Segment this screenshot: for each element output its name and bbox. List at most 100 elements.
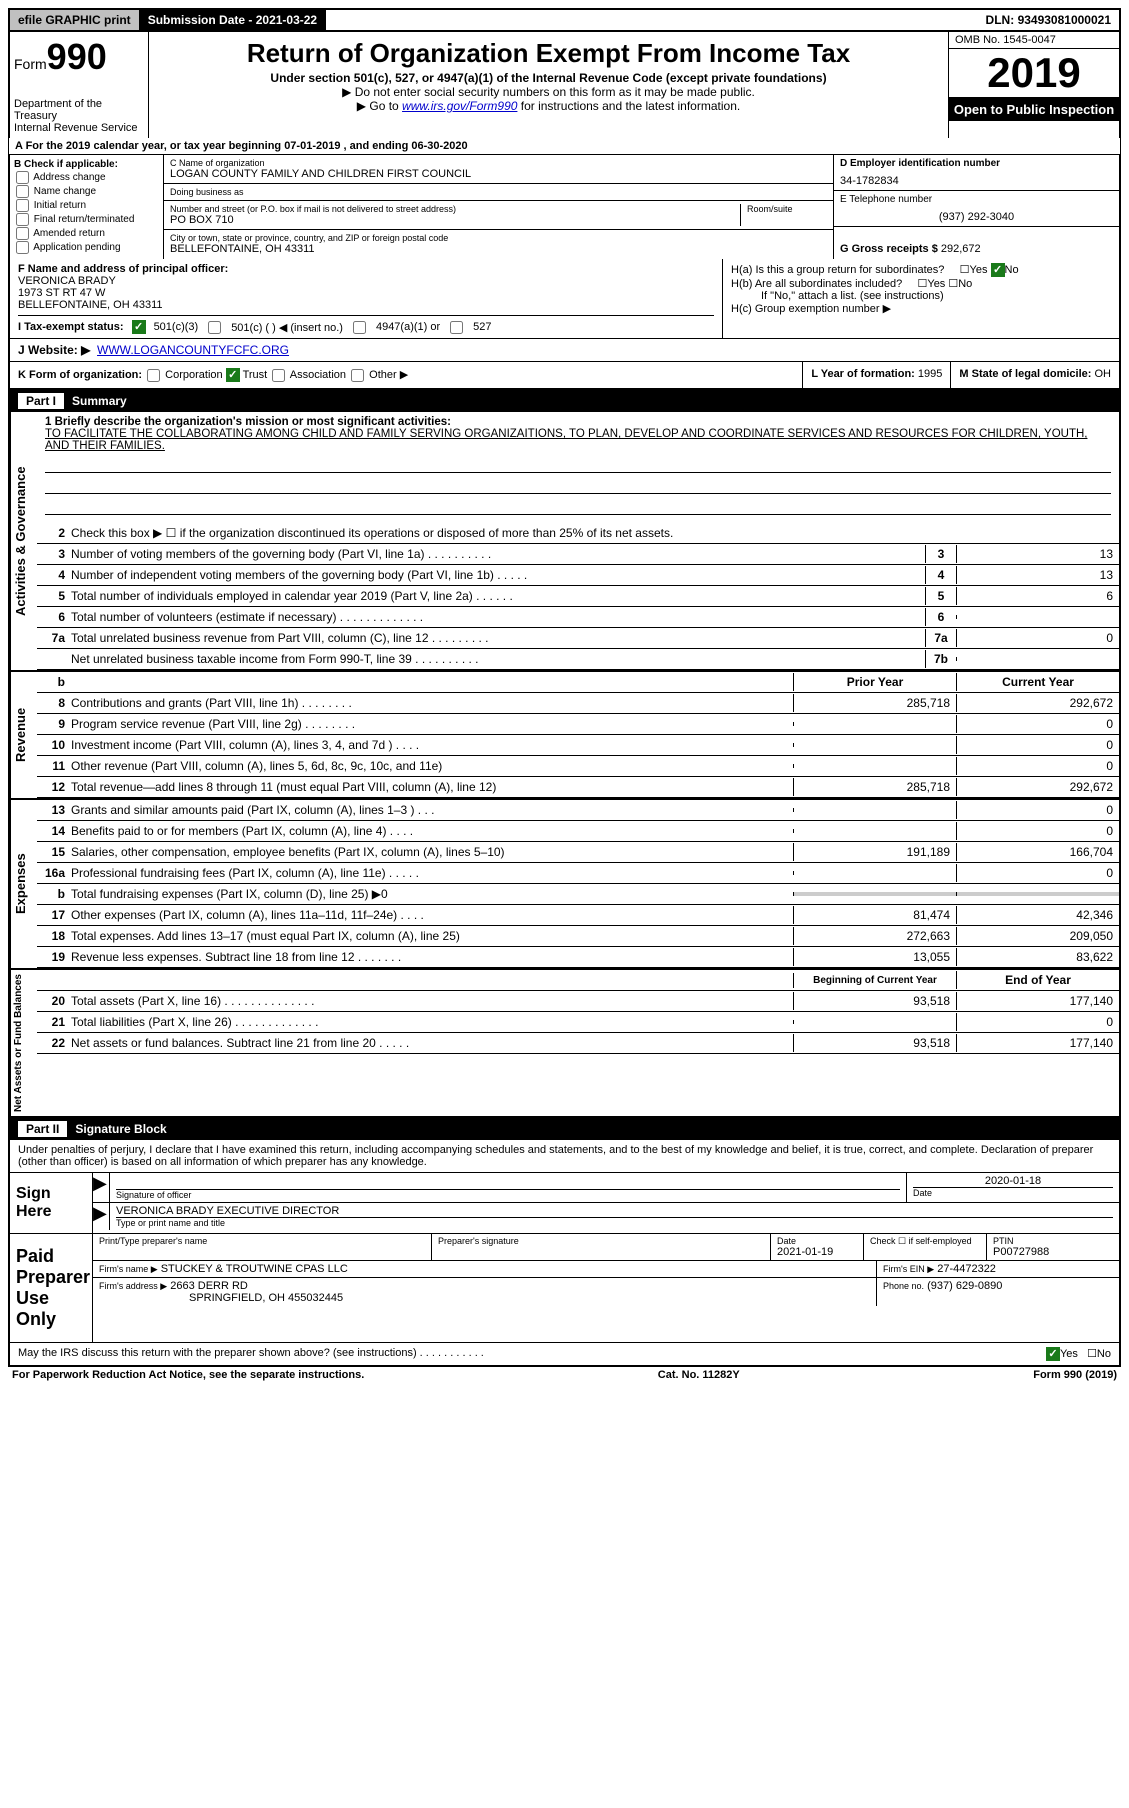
- dln-label: DLN:: [986, 13, 1015, 27]
- sign-here-label: Sign Here: [10, 1173, 93, 1233]
- beginning-header: Beginning of Current Year: [793, 973, 956, 988]
- line-22: 22 Net assets or fund balances. Subtract…: [37, 1033, 1119, 1054]
- prep-date: 2021-01-19: [777, 1246, 857, 1258]
- check-final[interactable]: Final return/terminated: [14, 213, 159, 226]
- form-note1: ▶ Do not enter social security numbers o…: [153, 85, 944, 99]
- section-k-label: K Form of organization:: [18, 369, 142, 381]
- line-a: A For the 2019 calendar year, or tax yea…: [8, 138, 1121, 155]
- line-19: 19 Revenue less expenses. Subtract line …: [37, 947, 1119, 968]
- netassets-header: Beginning of Current Year End of Year: [37, 970, 1119, 991]
- ein-cell: D Employer identification number 34-1782…: [834, 155, 1119, 191]
- opt-4947: 4947(a)(1) or: [376, 321, 440, 333]
- netassets-table: Net Assets or Fund Balances Beginning of…: [8, 970, 1121, 1118]
- section-b-header: B Check if applicable:: [14, 159, 159, 170]
- line-18: 18 Total expenses. Add lines 13–17 (must…: [37, 926, 1119, 947]
- firm-phone: (937) 629-0890: [927, 1280, 1002, 1292]
- triangle-icon: ▶: [93, 1203, 110, 1230]
- prep-date-label: Date: [777, 1236, 857, 1246]
- check-pending-label: Application pending: [33, 242, 120, 253]
- line-2: 2 Check this box ▶ ☐ if the organization…: [37, 523, 1119, 544]
- line-11: 11 Other revenue (Part VIII, column (A),…: [37, 756, 1119, 777]
- governance-table: Activities & Governance 1 Briefly descri…: [8, 412, 1121, 672]
- opt-other: Other ▶: [369, 369, 408, 381]
- h-b: H(b) Are all subordinates included? ☐Yes…: [731, 277, 1111, 290]
- submission-date-label-text: Submission Date: [148, 13, 245, 27]
- footer-center: Cat. No. 11282Y: [658, 1369, 740, 1381]
- header-center: Return of Organization Exempt From Incom…: [149, 32, 948, 138]
- check-assoc[interactable]: [272, 369, 285, 382]
- page-footer: For Paperwork Reduction Act Notice, see …: [8, 1367, 1121, 1383]
- submission-date-label: Submission Date - 2021-03-22: [140, 10, 326, 30]
- check-4947[interactable]: [353, 321, 366, 334]
- submission-date-value: 2021-03-22: [256, 13, 317, 27]
- signature-block: Under penalties of perjury, I declare th…: [8, 1140, 1121, 1367]
- check-name[interactable]: Name change: [14, 185, 159, 198]
- preparer-line3: Firm's address ▶ 2663 DERR RDSPRINGFIELD…: [93, 1278, 1119, 1306]
- form-number: Form990: [14, 36, 144, 78]
- opt-corp: Corporation: [165, 369, 222, 381]
- h-a-no-icon: ✓: [991, 263, 1005, 277]
- irs-link[interactable]: www.irs.gov/Form990: [402, 99, 517, 113]
- firm-ein-label: Firm's EIN ▶: [883, 1264, 934, 1274]
- check-501c3-icon: ✓: [132, 320, 146, 334]
- city-label: City or town, state or province, country…: [170, 233, 827, 243]
- room-label: Room/suite: [747, 204, 827, 214]
- blank-line: [45, 456, 1111, 473]
- inspection-badge: Open to Public Inspection: [949, 98, 1119, 121]
- footer-right: Form 990 (2019): [1033, 1369, 1117, 1381]
- preparer-line2: Firm's name ▶ STUCKEY & TROUTWINE CPAS L…: [93, 1261, 1119, 1278]
- header-right: OMB No. 1545-0047 2019 Open to Public In…: [948, 32, 1119, 138]
- addr-cell: Number and street (or P.O. box if mail i…: [164, 201, 833, 230]
- h-a-text: H(a) Is this a group return for subordin…: [731, 264, 944, 276]
- officer-addr2: BELLEFONTAINE, OH 43311: [18, 299, 162, 311]
- governance-side: Activities & Governance: [10, 412, 37, 670]
- line-9: 9 Program service revenue (Part VIII, li…: [37, 714, 1119, 735]
- firm-phone-label: Phone no.: [883, 1281, 924, 1291]
- section-c: C Name of organization LOGAN COUNTY FAMI…: [164, 155, 834, 259]
- check-527[interactable]: [450, 321, 463, 334]
- opt-527: 527: [473, 321, 491, 333]
- expenses-body: 13 Grants and similar amounts paid (Part…: [37, 800, 1119, 968]
- check-address-label: Address change: [33, 172, 105, 183]
- ptin-value: P00727988: [993, 1246, 1113, 1258]
- section-b: B Check if applicable: Address change Na…: [10, 155, 164, 259]
- top-bar: efile GRAPHIC print Submission Date - 20…: [8, 8, 1121, 32]
- form-title: Return of Organization Exempt From Incom…: [153, 38, 944, 69]
- check-501c[interactable]: [208, 321, 221, 334]
- preparer-content: Print/Type preparer's name Preparer's si…: [93, 1234, 1119, 1342]
- section-bcd: B Check if applicable: Address change Na…: [8, 155, 1121, 259]
- section-klm: K Form of organization: Corporation ✓ Tr…: [8, 362, 1121, 390]
- check-initial[interactable]: Initial return: [14, 199, 159, 212]
- dln: DLN: 93493081000021: [978, 10, 1119, 30]
- revenue-table: Revenue b Prior Year Current Year 8 Cont…: [8, 672, 1121, 800]
- section-j: J Website: ▶ WWW.LOGANCOUNTYFCFC.ORG: [8, 339, 1121, 362]
- officer-name-line: ▶ VERONICA BRADY EXECUTIVE DIRECTOR Type…: [93, 1203, 1119, 1230]
- line-b: b Total fundraising expenses (Part IX, c…: [37, 884, 1119, 905]
- netassets-body: Beginning of Current Year End of Year 20…: [37, 970, 1119, 1116]
- check-corp[interactable]: [147, 369, 160, 382]
- check-amended[interactable]: Amended return: [14, 227, 159, 240]
- prep-name-label: Print/Type preparer's name: [93, 1234, 432, 1260]
- line-8: 8 Contributions and grants (Part VIII, l…: [37, 693, 1119, 714]
- check-other[interactable]: [351, 369, 364, 382]
- check-amended-label: Amended return: [33, 228, 105, 239]
- part1-title: Summary: [72, 394, 127, 408]
- section-k: K Form of organization: Corporation ✓ Tr…: [10, 362, 803, 388]
- website-link[interactable]: WWW.LOGANCOUNTYFCFC.ORG: [97, 343, 289, 357]
- governance-body: 1 Briefly describe the organization's mi…: [37, 412, 1119, 670]
- check-address[interactable]: Address change: [14, 171, 159, 184]
- tax-year: 2019: [949, 49, 1119, 98]
- tax-exempt-label: I Tax-exempt status:: [18, 321, 124, 333]
- blank-line: [45, 498, 1111, 515]
- phone-label: E Telephone number: [840, 194, 1113, 205]
- efile-button[interactable]: efile GRAPHIC print: [10, 10, 140, 30]
- dba-label: Doing business as: [170, 187, 827, 197]
- check-pending[interactable]: Application pending: [14, 241, 159, 254]
- line-2-desc: Check this box ▶ ☐ if the organization d…: [71, 524, 1119, 542]
- note2-pre: ▶ Go to: [357, 99, 402, 113]
- line-16a: 16a Professional fundraising fees (Part …: [37, 863, 1119, 884]
- part2-num: Part II: [18, 1121, 67, 1137]
- line-17: 17 Other expenses (Part IX, column (A), …: [37, 905, 1119, 926]
- section-m-label: M State of legal domicile:: [959, 368, 1091, 380]
- footer-left: For Paperwork Reduction Act Notice, see …: [12, 1369, 364, 1381]
